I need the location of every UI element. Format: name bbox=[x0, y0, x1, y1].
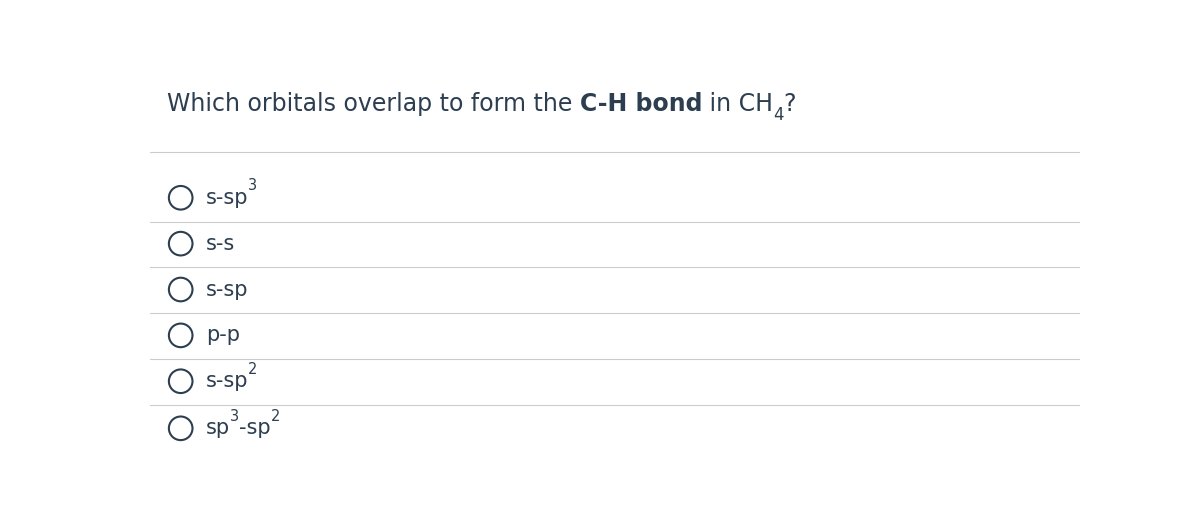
Text: s-sp: s-sp bbox=[206, 280, 248, 299]
Text: 4: 4 bbox=[773, 106, 784, 124]
Text: ?: ? bbox=[784, 92, 796, 116]
Text: 3: 3 bbox=[230, 409, 239, 424]
Text: in CH: in CH bbox=[702, 92, 773, 116]
Text: 2: 2 bbox=[248, 362, 258, 377]
Text: sp: sp bbox=[206, 419, 230, 438]
Text: Which orbitals overlap to form the: Which orbitals overlap to form the bbox=[167, 92, 580, 116]
Text: s-s: s-s bbox=[206, 234, 235, 254]
Text: -sp: -sp bbox=[239, 419, 271, 438]
Text: C-H bond: C-H bond bbox=[580, 92, 702, 116]
Text: 2: 2 bbox=[271, 409, 280, 424]
Text: 3: 3 bbox=[248, 178, 258, 193]
Text: p-p: p-p bbox=[206, 325, 240, 346]
Text: s-sp: s-sp bbox=[206, 188, 248, 208]
Text: s-sp: s-sp bbox=[206, 371, 248, 391]
